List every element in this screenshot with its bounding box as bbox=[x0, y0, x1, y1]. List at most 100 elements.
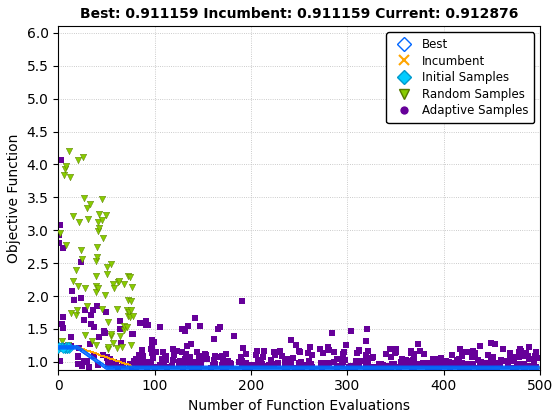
Point bbox=[64, 344, 73, 350]
Point bbox=[433, 360, 442, 367]
Point bbox=[96, 360, 105, 367]
Point bbox=[176, 365, 185, 371]
Point bbox=[428, 364, 437, 371]
Point bbox=[206, 365, 215, 371]
Point bbox=[94, 359, 103, 366]
Point bbox=[324, 344, 333, 351]
Point bbox=[124, 308, 133, 315]
Point bbox=[95, 334, 104, 341]
Point bbox=[532, 363, 541, 370]
Point bbox=[268, 361, 277, 368]
Point bbox=[204, 365, 213, 371]
Point bbox=[248, 365, 257, 371]
Point bbox=[405, 364, 414, 371]
Point bbox=[354, 364, 363, 371]
Point bbox=[97, 306, 106, 312]
Point bbox=[113, 344, 122, 351]
Point bbox=[130, 365, 139, 371]
Point bbox=[252, 362, 261, 369]
Point bbox=[383, 364, 392, 371]
Point bbox=[378, 361, 387, 368]
Point bbox=[463, 365, 472, 371]
Point bbox=[284, 360, 293, 367]
Point bbox=[131, 364, 140, 371]
Point bbox=[516, 363, 525, 370]
Point bbox=[465, 362, 474, 369]
Point bbox=[69, 344, 78, 351]
Point bbox=[477, 365, 486, 371]
Point bbox=[352, 365, 361, 371]
Point bbox=[533, 364, 542, 371]
Point bbox=[462, 349, 471, 355]
Point bbox=[280, 365, 289, 371]
Point bbox=[173, 365, 182, 371]
Point bbox=[339, 359, 348, 365]
Point bbox=[357, 364, 366, 371]
Point bbox=[147, 343, 156, 350]
Point bbox=[60, 345, 69, 352]
Point bbox=[106, 365, 115, 371]
Point bbox=[366, 365, 375, 371]
Point bbox=[477, 364, 486, 371]
Point bbox=[59, 314, 68, 320]
Point bbox=[55, 344, 64, 351]
Point bbox=[439, 365, 448, 371]
Point bbox=[110, 357, 119, 363]
Point bbox=[169, 352, 178, 359]
Point bbox=[484, 365, 493, 371]
Point bbox=[178, 364, 187, 371]
Point bbox=[435, 364, 444, 371]
Point bbox=[282, 364, 291, 370]
Point bbox=[320, 364, 329, 371]
Point bbox=[85, 352, 94, 359]
Point bbox=[102, 354, 111, 360]
Point bbox=[246, 365, 255, 371]
Point bbox=[347, 365, 356, 371]
Point bbox=[491, 364, 500, 371]
Point bbox=[209, 364, 218, 371]
Point bbox=[459, 365, 468, 371]
Point bbox=[218, 365, 227, 371]
Point bbox=[479, 364, 488, 371]
Point bbox=[156, 364, 165, 371]
Point bbox=[486, 365, 494, 371]
Point bbox=[58, 344, 67, 351]
Point bbox=[342, 365, 351, 371]
Point bbox=[380, 365, 389, 371]
Point bbox=[437, 364, 446, 371]
Point bbox=[310, 364, 319, 371]
Point bbox=[71, 266, 80, 273]
Point bbox=[106, 355, 115, 362]
Point bbox=[477, 359, 486, 366]
Point bbox=[318, 364, 326, 371]
Point bbox=[425, 362, 434, 369]
Point bbox=[164, 364, 172, 371]
Point bbox=[272, 364, 281, 371]
Point bbox=[304, 358, 313, 365]
Point bbox=[495, 364, 504, 371]
Point bbox=[262, 364, 271, 371]
Point bbox=[90, 356, 99, 363]
Point bbox=[431, 364, 440, 371]
Point bbox=[194, 364, 203, 371]
Point bbox=[531, 364, 540, 371]
Point bbox=[126, 362, 135, 369]
Point bbox=[421, 364, 430, 371]
Point bbox=[55, 344, 64, 351]
Point bbox=[445, 358, 454, 365]
Point bbox=[317, 365, 326, 371]
Point bbox=[305, 362, 314, 368]
Point bbox=[263, 364, 272, 371]
Point bbox=[341, 365, 350, 371]
Point bbox=[357, 365, 366, 371]
Point bbox=[78, 154, 87, 160]
Point bbox=[82, 347, 91, 354]
Point bbox=[91, 342, 100, 349]
Point bbox=[364, 364, 373, 371]
Point bbox=[508, 365, 517, 371]
Point bbox=[356, 358, 365, 365]
Point bbox=[172, 365, 181, 371]
Point bbox=[528, 364, 536, 371]
Point bbox=[339, 364, 348, 371]
Point bbox=[367, 354, 376, 361]
